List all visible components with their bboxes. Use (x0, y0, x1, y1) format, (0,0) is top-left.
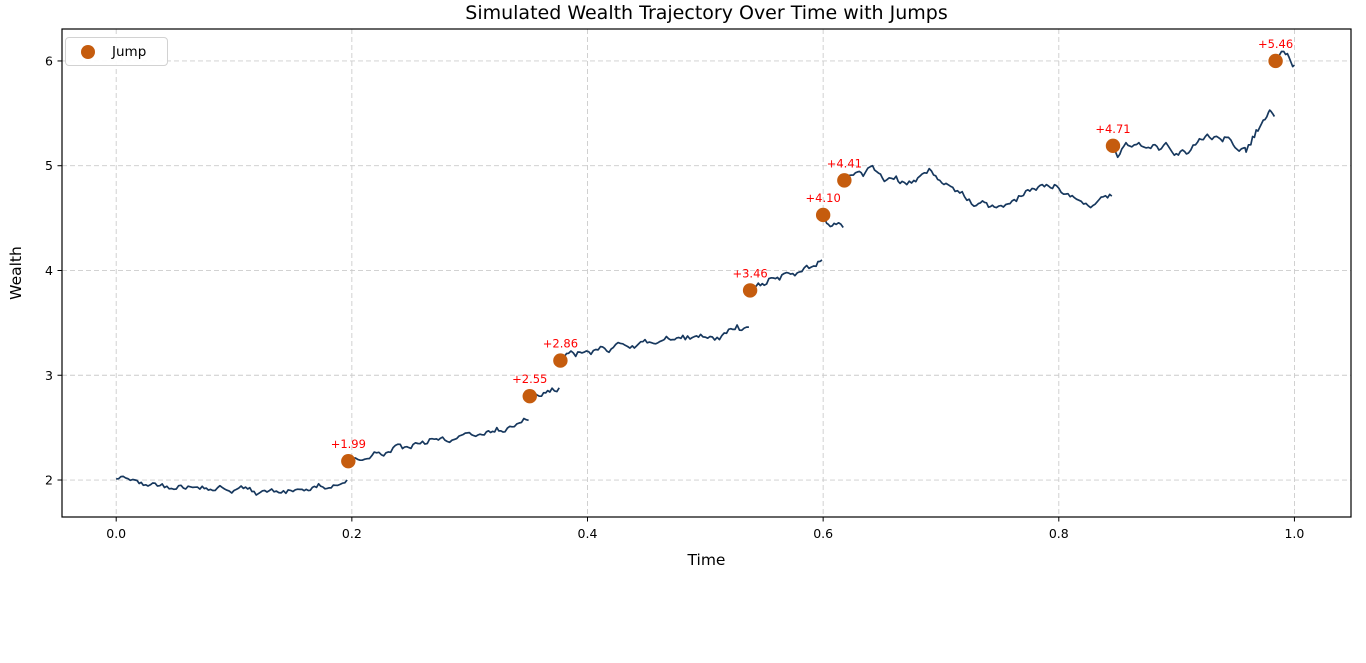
y-tick-label: 6 (45, 53, 53, 68)
jump-marker-icon (81, 44, 95, 59)
y-axis-label: Wealth (7, 246, 25, 300)
jump-annotation: +3.46 (732, 266, 767, 280)
jump-annotation: +2.55 (512, 372, 547, 386)
y-tick-label: 5 (45, 158, 53, 173)
legend-label: Jump (112, 43, 147, 60)
x-tick-label: 0.4 (578, 526, 598, 541)
jump-annotation: +5.46 (1258, 37, 1293, 51)
jump-marker (1268, 53, 1283, 69)
y-tick-label: 2 (45, 473, 53, 488)
jump-annotation: +1.99 (331, 437, 366, 451)
jump-marker (837, 173, 852, 188)
jump-annotation: +4.71 (1095, 122, 1130, 136)
x-tick-label: 0.8 (1049, 526, 1069, 541)
y-tick-label: 3 (45, 368, 53, 383)
jump-annotation: +4.10 (806, 191, 841, 205)
axes-spines (61, 28, 1352, 518)
jump-marker (815, 207, 831, 223)
legend: Jump (65, 37, 168, 66)
jump-marker (522, 389, 537, 404)
x-tick-label: 0.0 (106, 526, 126, 541)
jump-annotation: +4.41 (827, 156, 862, 170)
jump-marker (1105, 138, 1121, 154)
x-tick-label: 0.2 (342, 526, 362, 541)
x-tick-label: 1.0 (1284, 526, 1304, 541)
wealth-trajectory-line (116, 50, 1295, 496)
jump-annotation: +2.86 (543, 337, 578, 351)
chart-title: Simulated Wealth Trajectory Over Time wi… (465, 2, 948, 24)
jump-marker (341, 453, 356, 469)
jump-marker (553, 353, 568, 368)
y-tick-label: 4 (45, 263, 53, 278)
x-tick-label: 0.6 (813, 526, 833, 541)
x-axis-label: Time (687, 551, 726, 569)
jump-marker (742, 283, 758, 298)
